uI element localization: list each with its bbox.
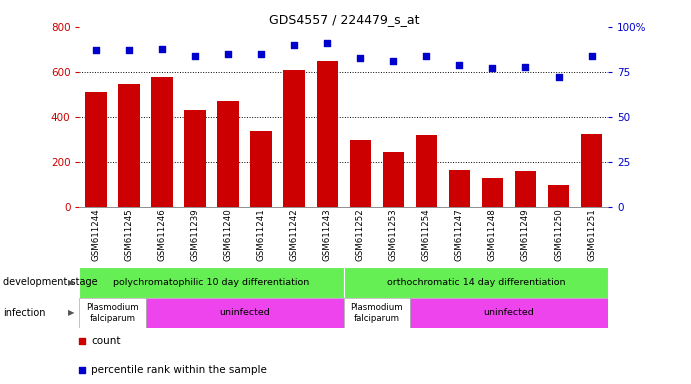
Point	[586, 53, 597, 59]
Bar	[316, 61, 338, 207]
Text: GSM611243: GSM611243	[323, 209, 332, 261]
Point	[354, 55, 366, 61]
Point	[322, 40, 333, 46]
Point	[487, 65, 498, 71]
Bar	[85, 92, 106, 207]
Text: GSM611244: GSM611244	[91, 209, 100, 261]
Point	[520, 63, 531, 70]
Text: GSM611253: GSM611253	[389, 209, 398, 261]
Bar	[482, 178, 503, 207]
Bar	[548, 185, 569, 207]
Text: GSM611241: GSM611241	[256, 209, 265, 261]
Bar	[79, 298, 146, 328]
Bar	[383, 152, 404, 207]
Text: GSM611251: GSM611251	[587, 209, 596, 261]
Text: Plasmodium
falciparum: Plasmodium falciparum	[350, 303, 403, 323]
Point	[256, 51, 267, 57]
Point	[454, 62, 465, 68]
Point	[388, 58, 399, 64]
Bar	[184, 110, 206, 207]
Text: infection: infection	[3, 308, 46, 318]
Text: ▶: ▶	[68, 278, 75, 287]
Text: GSM611239: GSM611239	[191, 209, 200, 261]
Bar	[79, 267, 344, 298]
Bar	[151, 76, 173, 207]
Point	[91, 47, 102, 53]
Text: GSM611242: GSM611242	[290, 209, 299, 261]
Point	[77, 338, 88, 344]
Text: GSM611245: GSM611245	[124, 209, 133, 261]
Text: Plasmodium
falciparum: Plasmodium falciparum	[86, 303, 139, 323]
Text: development stage: development stage	[3, 277, 98, 287]
Point	[223, 51, 234, 57]
Bar	[515, 171, 536, 207]
Bar	[118, 84, 140, 207]
Text: uninfected: uninfected	[219, 308, 270, 318]
Text: GSM611252: GSM611252	[356, 209, 365, 261]
Bar	[410, 298, 608, 328]
Text: GSM611254: GSM611254	[422, 209, 431, 261]
Text: polychromatophilic 10 day differentiation: polychromatophilic 10 day differentiatio…	[113, 278, 310, 287]
Text: ▶: ▶	[68, 308, 75, 318]
Bar	[344, 267, 608, 298]
Text: percentile rank within the sample: percentile rank within the sample	[91, 365, 267, 375]
Bar	[350, 140, 371, 207]
Bar	[448, 170, 470, 207]
Text: GSM611240: GSM611240	[224, 209, 233, 261]
Text: uninfected: uninfected	[484, 308, 534, 318]
Point	[189, 53, 200, 59]
Bar	[344, 298, 410, 328]
Text: GSM611250: GSM611250	[554, 209, 563, 261]
Bar	[283, 70, 305, 207]
Point	[124, 47, 135, 53]
Bar	[250, 131, 272, 207]
Text: GSM611246: GSM611246	[158, 209, 167, 261]
Point	[421, 53, 432, 59]
Point	[77, 367, 88, 373]
Bar	[146, 298, 344, 328]
Text: orthochromatic 14 day differentiation: orthochromatic 14 day differentiation	[387, 278, 565, 287]
Point	[553, 74, 564, 81]
Text: count: count	[91, 336, 121, 346]
Point	[157, 45, 168, 51]
Bar	[415, 135, 437, 207]
Point	[289, 42, 300, 48]
Text: GSM611248: GSM611248	[488, 209, 497, 261]
Text: GSM611249: GSM611249	[521, 209, 530, 261]
Title: GDS4557 / 224479_s_at: GDS4557 / 224479_s_at	[269, 13, 419, 26]
Text: GSM611247: GSM611247	[455, 209, 464, 261]
Bar	[218, 101, 239, 207]
Bar	[581, 134, 603, 207]
